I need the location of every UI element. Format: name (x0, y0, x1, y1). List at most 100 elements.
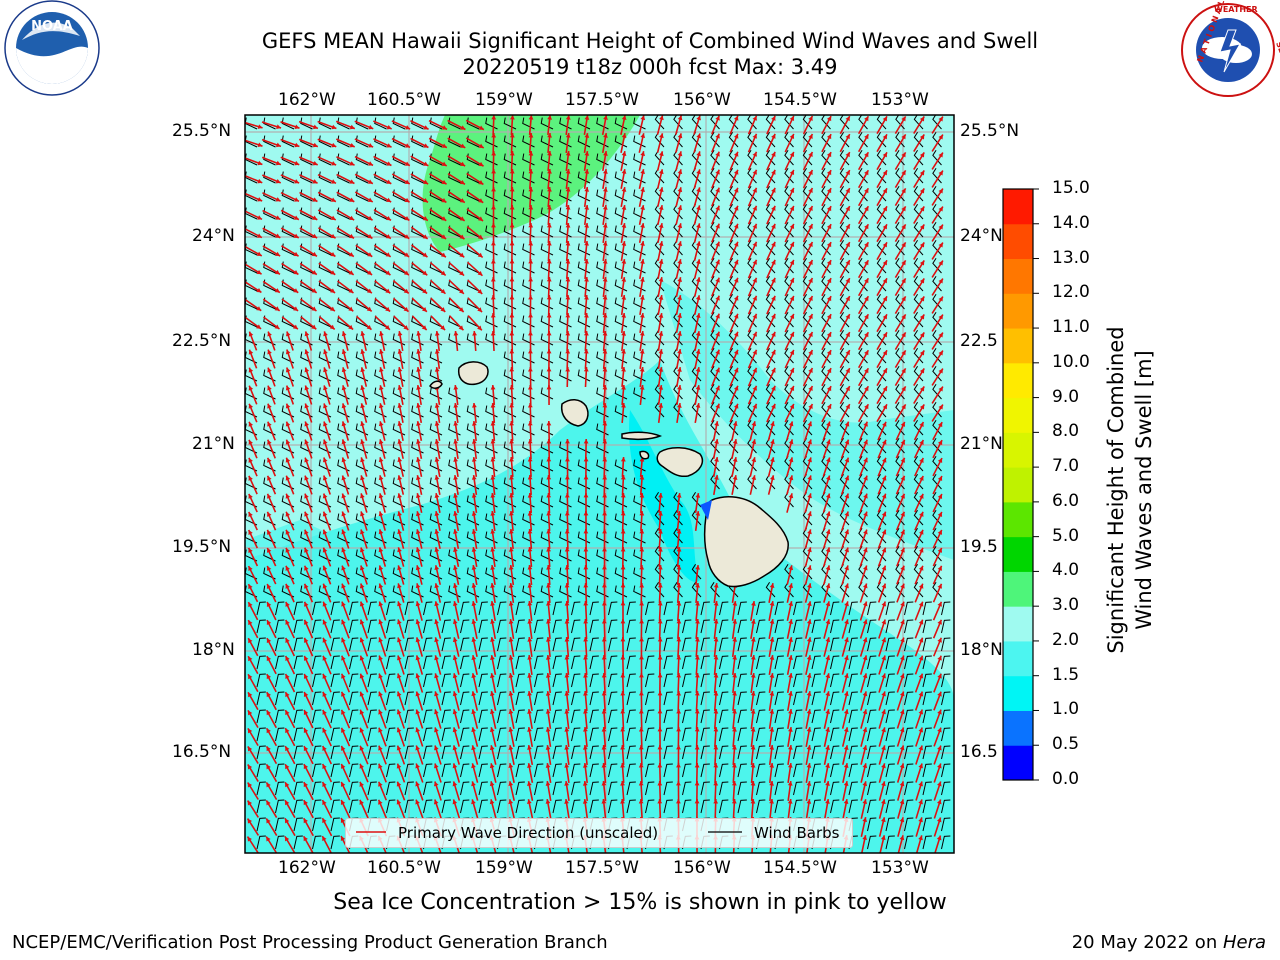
wind-barb (337, 153, 350, 166)
wind-barb (429, 153, 443, 166)
wave-direction-arrow-head (640, 277, 645, 282)
wave-direction-arrow-head (304, 331, 310, 337)
wind-barb (784, 185, 794, 202)
wave-direction-arrow-head (385, 325, 390, 330)
wind-barb (263, 243, 276, 256)
wind-barb (330, 655, 340, 670)
wind-barb (281, 585, 295, 598)
wave-direction-arrow-head (658, 331, 664, 336)
wave-direction-arrow-head (845, 242, 850, 248)
wind-barb (478, 601, 488, 616)
colorbar-segment (1003, 467, 1033, 503)
wind-barb (256, 637, 266, 652)
wind-barb (922, 727, 932, 742)
wind-barb (941, 763, 951, 778)
wave-direction-arrow-head (584, 169, 590, 174)
wave-direction-arrow-head (366, 306, 372, 312)
wave-direction-arrow-head (349, 124, 355, 130)
wind-barb (830, 745, 840, 760)
wave-direction-arrow-head (385, 215, 391, 221)
wave-direction-arrow-head (919, 134, 925, 140)
wind-barb (858, 365, 868, 382)
wind-barb (885, 835, 895, 850)
wave-direction-arrow-head (715, 313, 720, 319)
wind-barb (839, 419, 850, 436)
wind-barb (848, 601, 858, 616)
wind-barb (941, 601, 951, 616)
wave-direction-arrow-head (715, 241, 720, 247)
wave-direction-arrow-head (882, 206, 887, 212)
wind-barb (747, 203, 757, 220)
wind-barb (263, 117, 276, 130)
wind-barb (774, 601, 784, 616)
wind-barb (386, 673, 396, 688)
wind-barb (885, 601, 895, 616)
wind-barb (756, 619, 766, 634)
wave-direction-arrow-head (602, 241, 608, 246)
wave-direction-arrow-head (938, 224, 943, 230)
wave-direction-arrow-head (311, 306, 317, 312)
wind-barb (774, 727, 784, 742)
wind-barb (478, 637, 488, 652)
wave-direction-arrow-head (565, 169, 571, 174)
wind-barb (392, 315, 406, 328)
wave-direction-arrow-head (423, 125, 429, 130)
wave-direction-arrow-head (311, 270, 317, 275)
wind-barb (932, 257, 942, 274)
wave-direction-arrow-head (477, 325, 482, 331)
wind-barb (478, 763, 488, 778)
wind-barb (626, 601, 636, 616)
wind-barb (441, 691, 451, 706)
wave-direction-arrow-head (491, 241, 496, 246)
wind-barb (411, 135, 424, 148)
wind-barb (913, 293, 924, 310)
wave-direction-arrow-head (715, 277, 720, 283)
wind-barb (737, 781, 747, 796)
colorbar-segment (1003, 536, 1033, 572)
wave-direction-arrow-head (547, 205, 552, 210)
wave-direction-arrow-head (404, 216, 410, 221)
wave-direction-arrow-head (658, 295, 664, 300)
wind-barb (737, 655, 747, 670)
wind-barb (710, 149, 720, 166)
wind-barb (386, 637, 396, 652)
wave-direction-layer (245, 115, 944, 853)
wind-barb (913, 509, 924, 526)
wave-direction-arrow-head (826, 134, 832, 140)
wind-barb (784, 293, 794, 310)
wind-barb (848, 655, 858, 670)
wave-direction-arrow-head (826, 332, 832, 338)
wind-barb (876, 203, 887, 220)
wave-direction-arrow-head (330, 270, 336, 275)
wind-barb (654, 581, 665, 598)
wind-barb (867, 655, 877, 670)
wind-barb (626, 637, 636, 652)
wave-direction-arrow-head (294, 142, 300, 148)
wave-direction-arrow-head (304, 349, 310, 355)
wind-barb (848, 727, 858, 742)
wind-barb (876, 455, 887, 472)
wave-direction-arrow-head (366, 288, 372, 294)
wind-barb (932, 473, 942, 490)
wind-barb (858, 185, 868, 202)
wave-direction-arrow-head (490, 277, 496, 282)
wind-barb (821, 401, 831, 418)
wave-direction-arrow-head (752, 313, 757, 319)
wave-direction-arrow-head (285, 349, 291, 355)
wind-barb (839, 239, 850, 256)
wave-direction-arrow-head (248, 331, 254, 337)
wind-barb (710, 365, 720, 382)
wind-barb (821, 311, 831, 328)
wind-barb (478, 727, 488, 742)
wave-direction-arrow-head (478, 180, 484, 185)
wind-barb (811, 763, 821, 778)
wind-barb (747, 167, 757, 184)
wind-barb (386, 799, 396, 814)
wind-barb (867, 637, 877, 652)
wave-direction-arrow-head (658, 259, 664, 264)
colorbar-segment (1003, 745, 1033, 781)
wave-direction-arrow-head (677, 115, 683, 121)
wave-direction-arrow-head (919, 242, 925, 248)
wave-direction-arrow-head (509, 241, 515, 246)
wind-barb (293, 835, 303, 850)
